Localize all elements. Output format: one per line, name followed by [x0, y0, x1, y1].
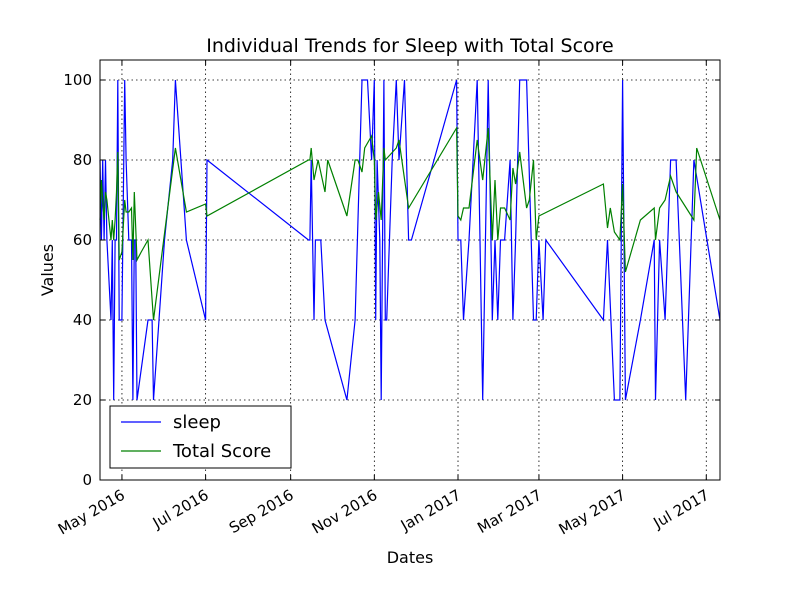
- y-tick-label: 40: [73, 311, 92, 329]
- legend-label-total-score: Total Score: [172, 441, 271, 462]
- y-tick-label: 20: [73, 391, 92, 409]
- x-axis-label: Dates: [387, 548, 434, 567]
- y-tick-label: 60: [73, 231, 92, 249]
- series-line-total-score: [99, 125, 721, 321]
- legend-label-sleep: sleep: [173, 412, 221, 433]
- series-sleep: [99, 79, 721, 401]
- series-total-score: [99, 125, 721, 321]
- legend: sleep Total Score: [109, 405, 292, 469]
- legend-box: [109, 405, 292, 469]
- data-series: [99, 79, 721, 401]
- y-tick-label: 0: [82, 471, 92, 489]
- series-line-sleep: [99, 79, 721, 401]
- y-tick-label: 100: [63, 71, 92, 89]
- plot-frame: [99, 59, 721, 481]
- y-tick-label: 80: [73, 151, 92, 169]
- chart-title: Individual Trends for Sleep with Total S…: [206, 35, 613, 57]
- y-axis-label: Values: [38, 244, 57, 296]
